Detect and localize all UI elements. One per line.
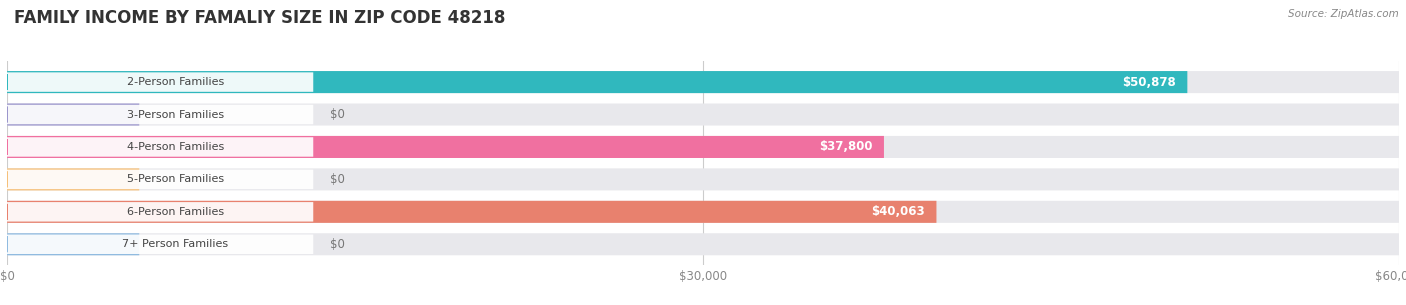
Text: Source: ZipAtlas.com: Source: ZipAtlas.com — [1288, 9, 1399, 19]
FancyBboxPatch shape — [7, 72, 314, 92]
FancyBboxPatch shape — [7, 168, 1399, 190]
Text: 5-Person Families: 5-Person Families — [127, 174, 224, 185]
FancyBboxPatch shape — [7, 71, 1399, 93]
FancyBboxPatch shape — [7, 168, 139, 190]
Text: 7+ Person Families: 7+ Person Families — [122, 239, 229, 249]
Text: $0: $0 — [330, 173, 344, 186]
Text: 4-Person Families: 4-Person Families — [127, 142, 224, 152]
FancyBboxPatch shape — [7, 71, 1187, 93]
FancyBboxPatch shape — [7, 235, 314, 254]
Text: 2-Person Families: 2-Person Families — [127, 77, 224, 87]
FancyBboxPatch shape — [7, 136, 884, 158]
Text: $50,878: $50,878 — [1122, 76, 1175, 88]
FancyBboxPatch shape — [7, 103, 139, 126]
FancyBboxPatch shape — [7, 137, 314, 157]
FancyBboxPatch shape — [7, 201, 1399, 223]
FancyBboxPatch shape — [7, 201, 936, 223]
Text: 3-Person Families: 3-Person Families — [127, 109, 224, 120]
Text: $0: $0 — [330, 238, 344, 251]
Text: $37,800: $37,800 — [818, 141, 872, 153]
FancyBboxPatch shape — [7, 233, 139, 255]
FancyBboxPatch shape — [7, 233, 1399, 255]
FancyBboxPatch shape — [7, 136, 1399, 158]
Text: $0: $0 — [330, 108, 344, 121]
Text: FAMILY INCOME BY FAMALIY SIZE IN ZIP CODE 48218: FAMILY INCOME BY FAMALIY SIZE IN ZIP COD… — [14, 9, 505, 27]
FancyBboxPatch shape — [7, 202, 314, 221]
FancyBboxPatch shape — [7, 103, 1399, 126]
Text: $40,063: $40,063 — [872, 205, 925, 218]
FancyBboxPatch shape — [7, 105, 314, 124]
Text: 6-Person Families: 6-Person Families — [127, 207, 224, 217]
FancyBboxPatch shape — [7, 170, 314, 189]
